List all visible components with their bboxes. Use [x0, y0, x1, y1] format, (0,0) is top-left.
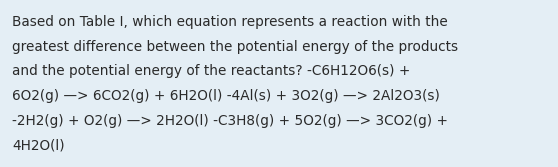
Text: greatest difference between the potential energy of the products: greatest difference between the potentia…	[12, 40, 459, 54]
Text: 6O2(g) —> 6CO2(g) + 6H2O(l) -4Al(s) + 3O2(g) —> 2Al2O3(s): 6O2(g) —> 6CO2(g) + 6H2O(l) -4Al(s) + 3O…	[12, 89, 440, 103]
Text: -2H2(g) + O2(g) —> 2H2O(l) -C3H8(g) + 5O2(g) —> 3CO2(g) +: -2H2(g) + O2(g) —> 2H2O(l) -C3H8(g) + 5O…	[12, 114, 448, 128]
Text: 4H2O(l): 4H2O(l)	[12, 139, 65, 153]
Text: and the potential energy of the reactants? -C6H12O6(s) +: and the potential energy of the reactant…	[12, 64, 411, 78]
Text: Based on Table I, which equation represents a reaction with the: Based on Table I, which equation represe…	[12, 15, 448, 29]
